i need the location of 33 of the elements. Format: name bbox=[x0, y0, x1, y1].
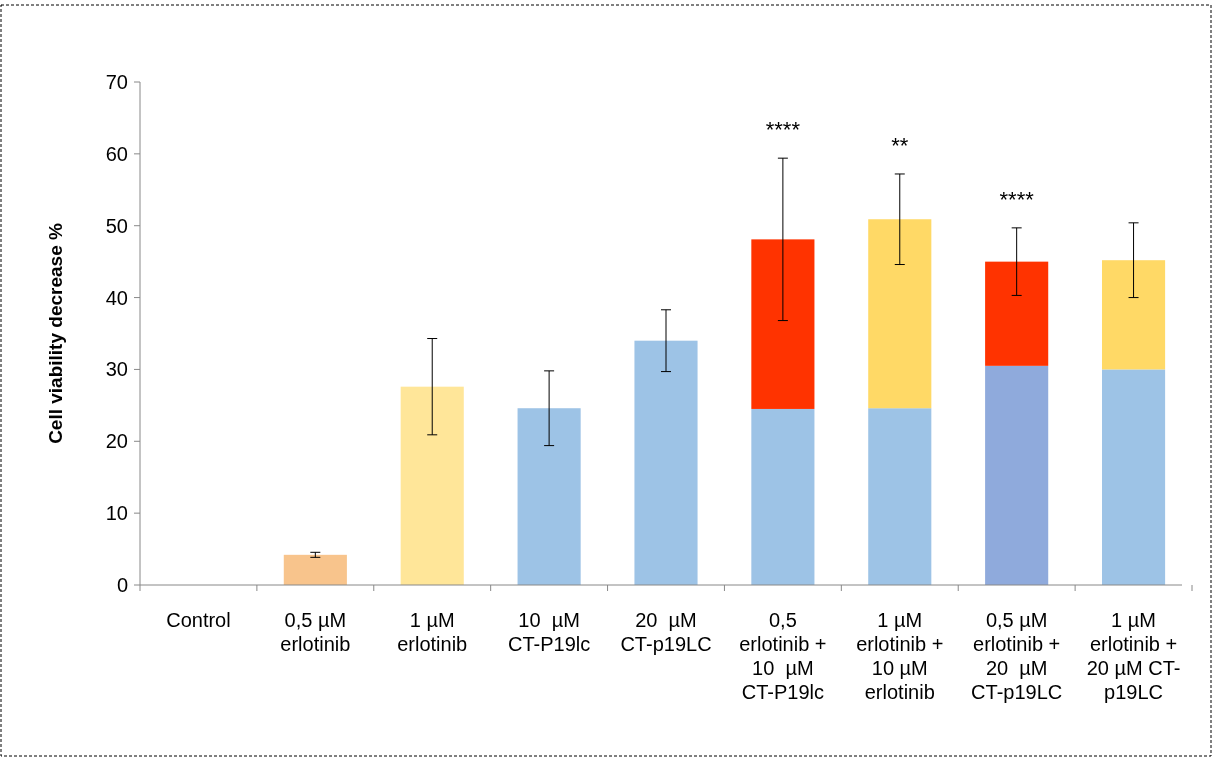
x-tick-label: 10 µM CT-P19lc bbox=[507, 609, 591, 655]
bar bbox=[283, 554, 347, 585]
y-tick-label: 20 bbox=[105, 430, 128, 453]
y-tick-label: 60 bbox=[105, 142, 128, 165]
bar bbox=[985, 261, 1049, 366]
bar bbox=[400, 386, 464, 585]
annotation: **** bbox=[999, 187, 1035, 213]
bar bbox=[985, 365, 1049, 585]
annotation: ** bbox=[891, 133, 909, 159]
bar bbox=[517, 408, 581, 585]
bar bbox=[868, 219, 932, 409]
y-tick-label: 10 bbox=[105, 502, 128, 525]
x-tick-label: Control bbox=[166, 609, 231, 631]
y-tick-label: 30 bbox=[105, 358, 128, 381]
x-tick-label: 1 µM erlotinib bbox=[397, 609, 468, 655]
y-tick-label: 0 bbox=[116, 574, 128, 596]
x-tick-label: 1 µM erlotinib + 10 µM erlotinib bbox=[856, 609, 944, 703]
bar bbox=[1102, 260, 1166, 370]
annotation: **** bbox=[765, 117, 801, 143]
y-tick-label: 70 bbox=[105, 71, 128, 93]
x-tick-label: 0,5 µM erlotinib bbox=[280, 609, 351, 655]
bar bbox=[868, 408, 932, 585]
y-tick-label: 50 bbox=[105, 214, 128, 237]
x-tick-label: 0,5 erlotinib + 10 µM CT-P19lc bbox=[739, 609, 827, 703]
y-tick-label: 40 bbox=[105, 286, 128, 309]
bar bbox=[634, 340, 698, 585]
x-tick-label: 0,5 µM erlotinib + 20 µM CT-p19LC bbox=[971, 609, 1063, 703]
bar bbox=[751, 408, 815, 585]
bar bbox=[1102, 369, 1166, 585]
x-tick-label: 20 µM CT-p19LC bbox=[620, 609, 712, 655]
bar bbox=[751, 239, 815, 409]
x-tick-label: 1 µM erlotinib + 20 µM CT- p19LC bbox=[1086, 609, 1181, 703]
y-axis-title: Cell viability decrease % bbox=[45, 223, 66, 444]
